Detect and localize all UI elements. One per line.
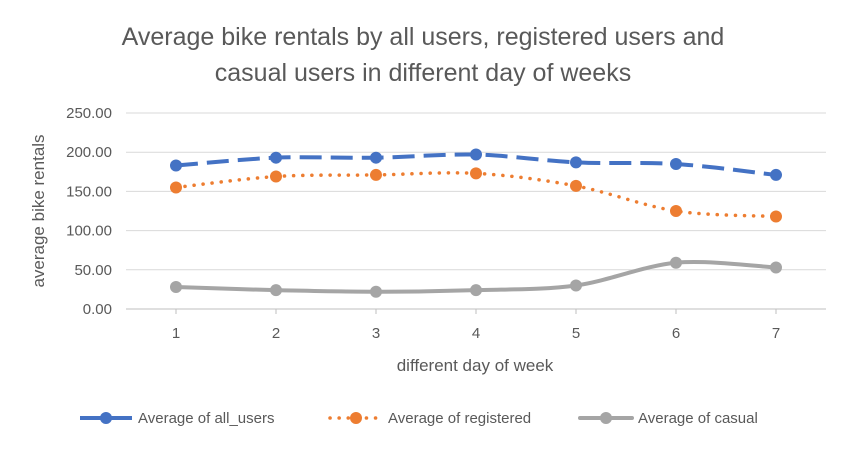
x-tick-label: 4 — [472, 325, 480, 342]
legend-item: Average of all_users — [80, 410, 274, 427]
series-lines — [170, 148, 782, 298]
y-axis-label: average bike rentals — [29, 134, 48, 287]
legend-marker — [350, 412, 362, 424]
data-point — [370, 285, 382, 298]
chart-title: Average bike rentals by all users, regis… — [122, 23, 725, 87]
y-tick-label: 100.00 — [66, 223, 112, 240]
data-point — [470, 167, 482, 180]
data-point — [270, 284, 282, 297]
data-point — [670, 205, 682, 217]
y-tick-label: 50.00 — [74, 262, 112, 279]
data-point — [270, 151, 282, 164]
series-1 — [170, 148, 782, 181]
data-point — [470, 148, 482, 161]
chart-title-line-2: casual users in different day of weeks — [215, 59, 631, 87]
y-tick-label: 200.00 — [66, 144, 112, 161]
legend-label: Average of registered — [388, 410, 531, 427]
data-point — [770, 261, 782, 274]
data-point — [770, 210, 782, 223]
y-tick-label: 150.00 — [66, 183, 112, 200]
data-point — [170, 281, 182, 294]
data-point — [470, 284, 482, 297]
series-2 — [170, 167, 782, 223]
legend: Average of all_users Average of registere… — [80, 410, 758, 427]
x-tick-label: 1 — [172, 325, 180, 342]
data-point — [170, 159, 182, 172]
x-tick-label: 3 — [372, 325, 380, 342]
x-tick-label: 2 — [272, 325, 280, 342]
legend-marker — [100, 412, 112, 424]
x-axis-ticks: 1 2 3 4 5 6 7 — [172, 309, 780, 342]
y-tick-label: 250.00 — [66, 105, 112, 122]
data-point — [570, 279, 582, 292]
data-point — [370, 168, 382, 181]
x-tick-label: 7 — [772, 325, 780, 342]
chart-title-line-1: Average bike rentals by all users, regis… — [122, 23, 725, 51]
data-point — [670, 256, 682, 269]
data-point — [570, 179, 582, 192]
x-axis-label: different day of week — [397, 356, 554, 375]
series-3 — [170, 256, 782, 298]
y-axis-ticks: 0.00 50.00 100.00 150.00 200.00 250.00 — [66, 105, 112, 318]
x-tick-label: 5 — [572, 325, 580, 342]
y-tick-label: 0.00 — [83, 301, 112, 318]
legend-marker — [600, 412, 612, 424]
data-point — [370, 151, 382, 164]
data-point — [770, 168, 782, 181]
gridlines — [126, 112, 826, 310]
legend-item: Average of registered — [328, 410, 531, 427]
legend-item: Average of casual — [578, 410, 758, 427]
legend-label: Average of all_users — [138, 410, 274, 427]
data-point — [670, 157, 682, 170]
x-tick-label: 6 — [672, 325, 680, 342]
data-point — [170, 181, 182, 194]
data-point — [270, 170, 282, 183]
data-point — [570, 156, 582, 169]
legend-label: Average of casual — [638, 410, 758, 427]
